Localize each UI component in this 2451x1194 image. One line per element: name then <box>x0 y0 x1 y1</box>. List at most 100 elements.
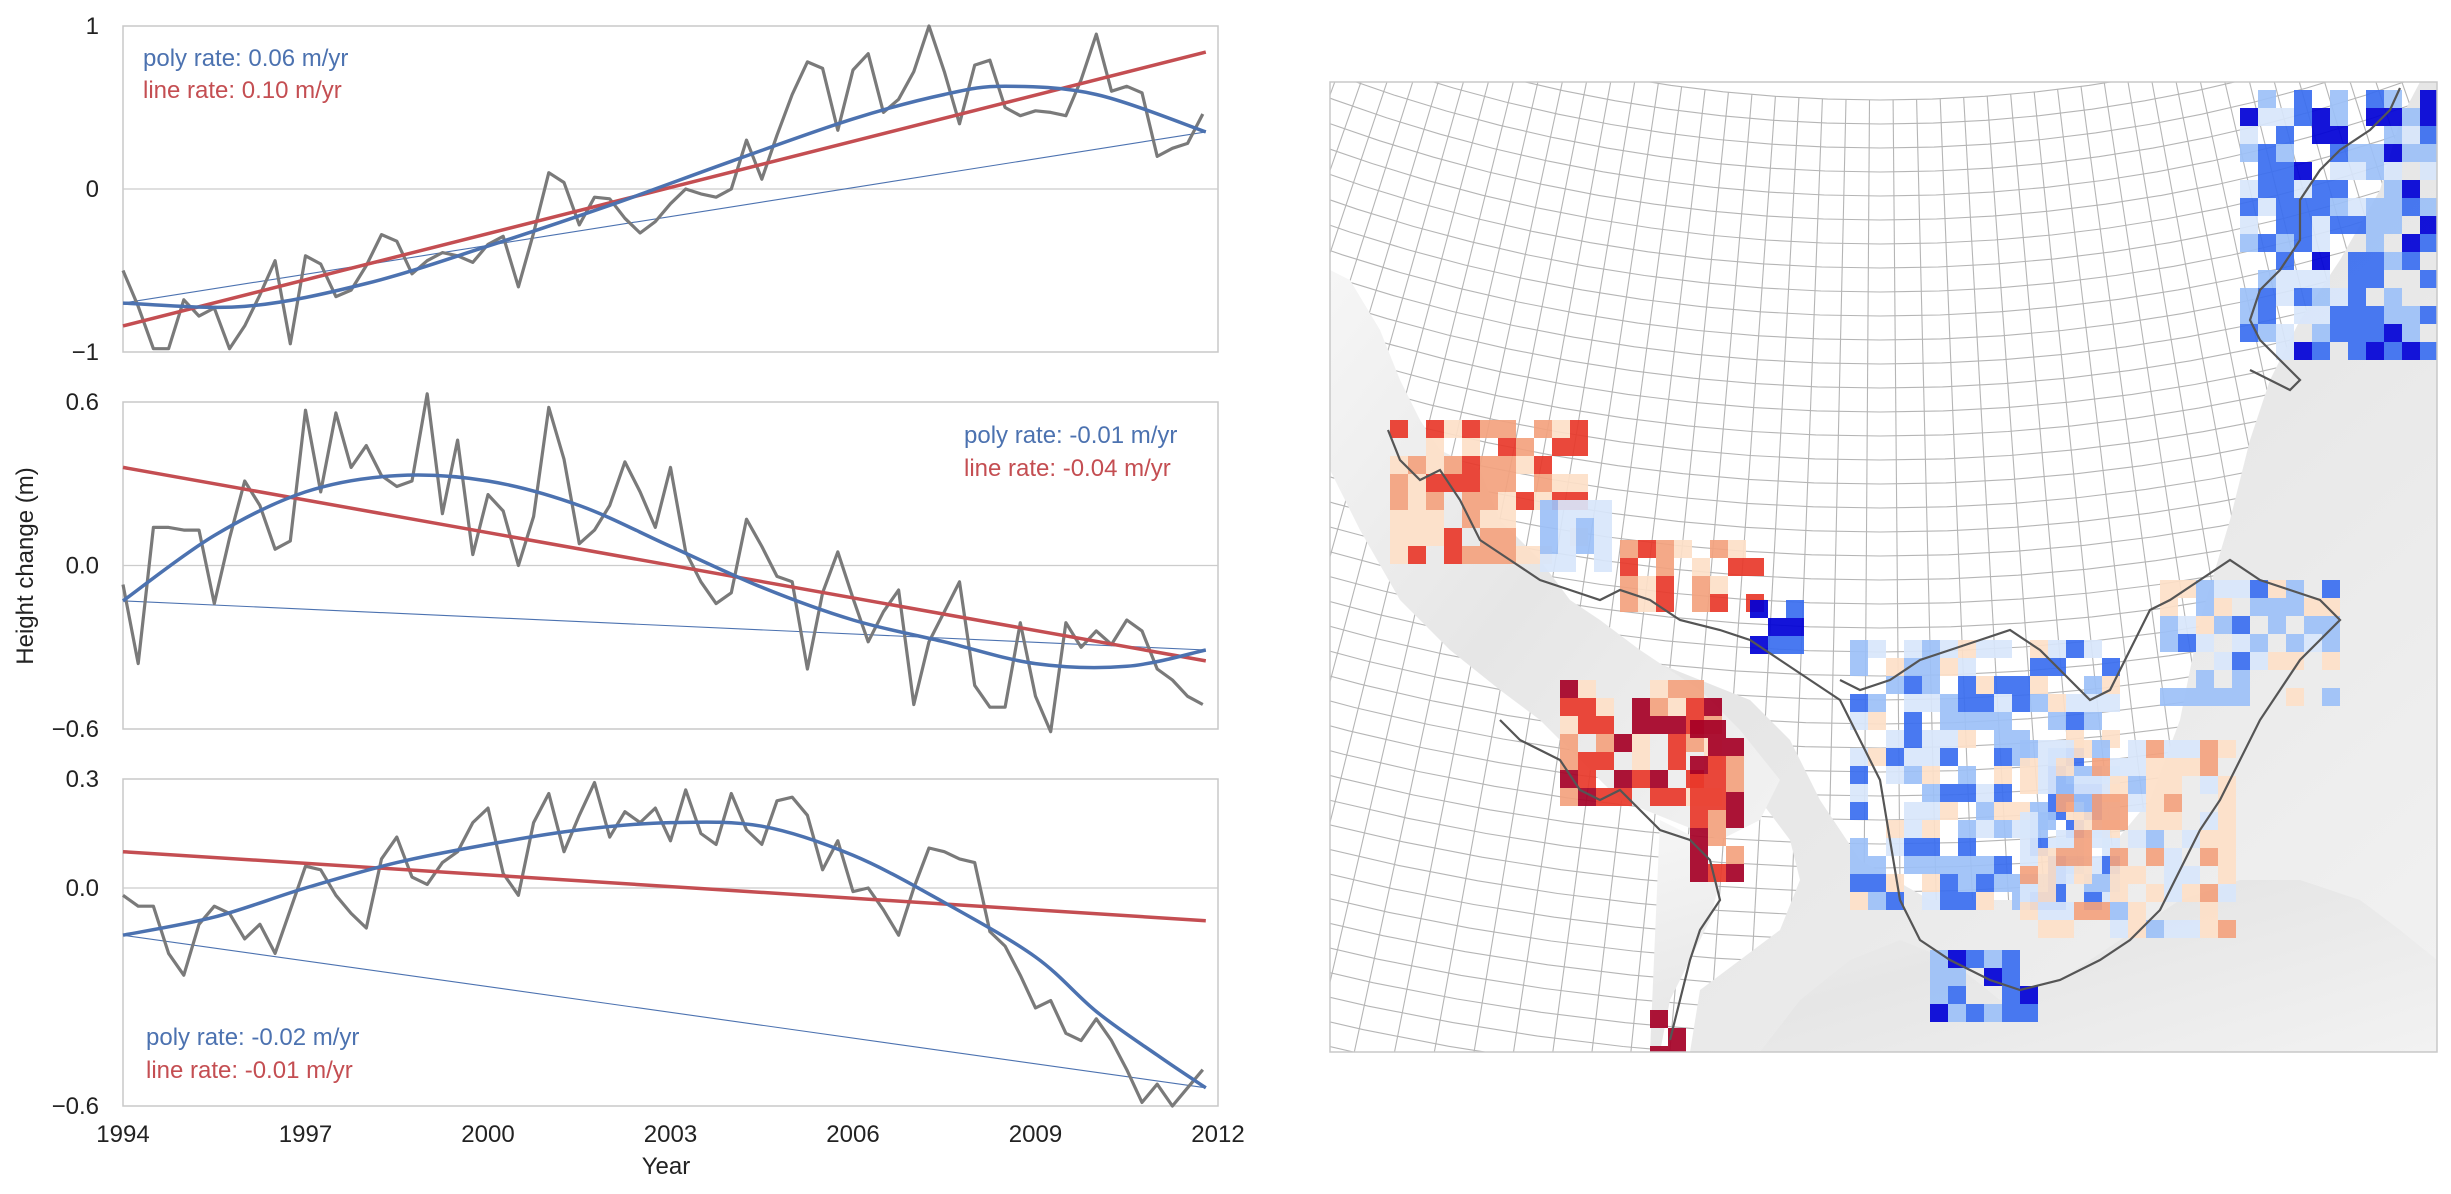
elevation-cell <box>1886 838 1904 856</box>
elevation-cell <box>2312 252 2330 270</box>
elevation-cell <box>2102 676 2120 694</box>
elevation-cell <box>1498 546 1516 564</box>
elevation-cell <box>2092 794 2110 812</box>
elevation-cell <box>1594 554 1612 572</box>
elevation-cell <box>1994 640 2012 658</box>
elevation-cell <box>2312 234 2330 252</box>
elevation-cell <box>1976 820 1994 838</box>
elevation-cell <box>1426 438 1444 456</box>
elevation-cell <box>2348 324 2366 342</box>
elevation-cell <box>1578 716 1596 734</box>
elevation-cell <box>1904 748 1922 766</box>
elevation-cell <box>1444 528 1462 546</box>
elevation-cell <box>2048 712 2066 730</box>
elevation-cell <box>1966 1004 1984 1022</box>
elevation-cell <box>1728 540 1746 558</box>
grid-radial <box>2057 89 2173 1052</box>
elevation-cell <box>1570 420 1588 438</box>
elevation-cell <box>2020 1004 2038 1022</box>
elevation-cell <box>1850 658 1868 676</box>
elevation-cell <box>1994 676 2012 694</box>
elevation-cell <box>1930 986 1948 1004</box>
elevation-cell <box>2074 776 2092 794</box>
elevation-cell <box>2384 306 2402 324</box>
line-rate-annotation: line rate: -0.01 m/yr <box>146 1057 353 1084</box>
grid-arc <box>1646 82 2114 101</box>
elevation-cell <box>2200 848 2218 866</box>
elevation-cell <box>1408 528 1426 546</box>
panel-middle: 0.6 0.0 −0.6 poly rate: -0.01 m/yr line ra… <box>52 389 1219 743</box>
elevation-cell <box>2038 740 2056 758</box>
elevation-cell <box>2102 694 2120 712</box>
elevation-cell <box>2286 634 2304 652</box>
elevation-cell <box>2232 580 2250 598</box>
elevation-cell <box>2164 794 2182 812</box>
elevation-cell <box>2348 306 2366 324</box>
elevation-cell <box>2002 1004 2020 1022</box>
elevation-cell <box>2258 306 2276 324</box>
elevation-cell <box>1850 766 1868 784</box>
elevation-cell <box>2312 288 2330 306</box>
elevation-cell <box>2066 712 2084 730</box>
grid-radial <box>1353 82 1563 1052</box>
grid-arc <box>1330 524 2437 605</box>
elevation-cell <box>1976 640 1994 658</box>
elevation-cell <box>1650 770 1668 788</box>
grid-radial <box>2080 86 2213 1052</box>
elevation-cell <box>2384 126 2402 144</box>
elevation-cell <box>1940 658 1958 676</box>
elevation-cell <box>1976 802 1994 820</box>
elevation-cell <box>1850 748 1868 766</box>
elevation-cell <box>2196 688 2214 706</box>
elevation-cell <box>2322 580 2340 598</box>
elevation-cell <box>2092 776 2110 794</box>
elevation-cell <box>2366 90 2384 108</box>
elevation-cell <box>2402 126 2420 144</box>
elevation-cell <box>2128 830 2146 848</box>
elevation-cell <box>1632 698 1650 716</box>
elevation-cell <box>1408 510 1426 528</box>
elevation-cell <box>2002 968 2020 986</box>
elevation-cell <box>2420 216 2437 234</box>
grid-arc <box>1330 171 2437 269</box>
elevation-cell <box>1462 456 1480 474</box>
elevation-cell <box>1994 730 2012 748</box>
elevation-cell <box>2276 126 2294 144</box>
elevation-cell <box>2402 108 2420 126</box>
elevation-cell <box>1596 734 1614 752</box>
elevation-cell <box>2240 198 2258 216</box>
elevation-cell <box>1552 438 1570 456</box>
elevation-cell <box>1390 510 1408 528</box>
elevation-cell <box>1578 698 1596 716</box>
elevation-cell <box>1728 558 1746 576</box>
elevation-cell <box>2214 598 2232 616</box>
elevation-cell <box>2110 866 2128 884</box>
polynomial-fit <box>122 84 1207 310</box>
elevation-cell <box>1976 874 1994 892</box>
elevation-cell <box>1708 738 1726 756</box>
elevation-cell <box>2312 342 2330 360</box>
elevation-cell <box>2164 776 2182 794</box>
elevation-cell <box>1638 540 1656 558</box>
elevation-cell <box>1868 712 1886 730</box>
elevation-cell <box>2056 866 2074 884</box>
elevation-cell <box>1650 1046 1668 1052</box>
elevation-cell <box>1558 536 1576 554</box>
elevation-cell <box>1578 770 1596 788</box>
elevation-cell <box>1408 492 1426 510</box>
elevation-cell <box>1948 986 1966 1004</box>
elevation-cell <box>1462 546 1480 564</box>
y-ticks: 0.3 0.0 −0.6 <box>52 766 99 1120</box>
elevation-cell <box>2330 180 2348 198</box>
elevation-cell <box>2420 342 2437 360</box>
elevation-cell <box>1462 438 1480 456</box>
elevation-cell <box>1570 438 1588 456</box>
elevation-cell <box>2092 902 2110 920</box>
elevation-cell <box>2294 216 2312 234</box>
grid-radial <box>1785 98 1823 1052</box>
elevation-cell <box>1632 734 1650 752</box>
elevation-cell <box>2322 616 2340 634</box>
elevation-cell <box>2258 108 2276 126</box>
elevation-cell <box>1534 474 1552 492</box>
